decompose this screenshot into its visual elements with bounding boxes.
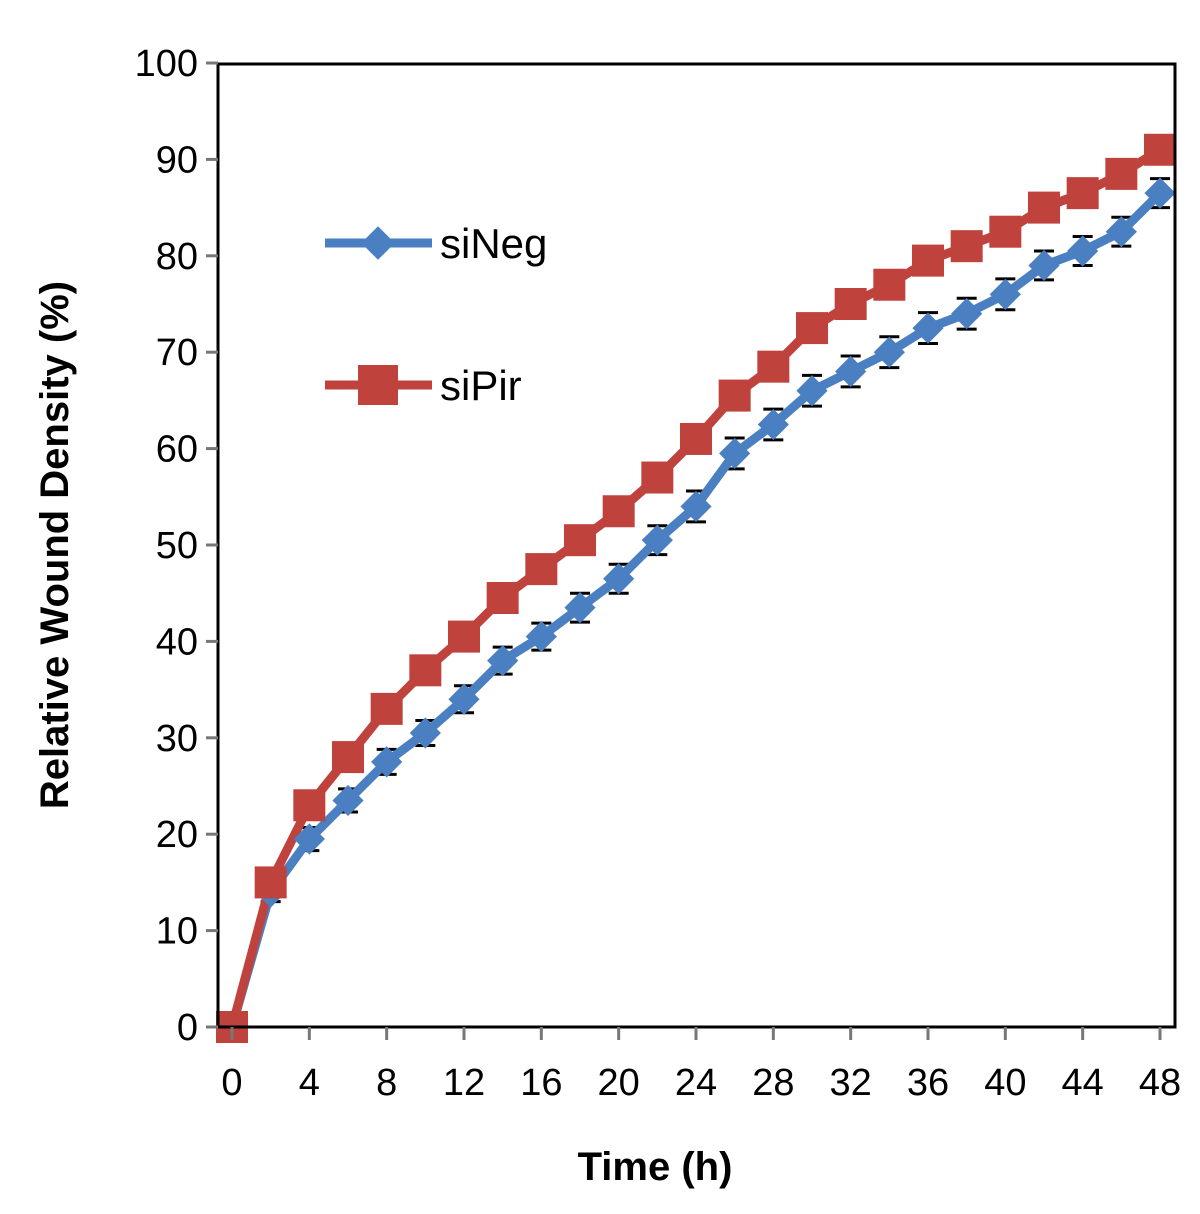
- data-point-siNeg: [873, 336, 905, 368]
- data-point-siPir: [757, 350, 790, 383]
- y-tick-label: 0: [177, 1007, 198, 1049]
- x-axis-label: Time (h): [578, 1145, 733, 1189]
- data-point-siPir: [950, 230, 983, 263]
- x-tick-label: 32: [830, 1062, 872, 1104]
- data-point-siPir: [293, 789, 326, 822]
- y-tick-label: 30: [156, 718, 198, 760]
- data-point-siPir: [525, 553, 558, 586]
- y-axis-label: Relative Wound Density (%): [33, 281, 77, 809]
- x-tick-label: 48: [1139, 1062, 1181, 1104]
- legend-label: siPir: [440, 362, 522, 409]
- data-point-siNeg: [448, 683, 480, 715]
- x-tick-label: 8: [376, 1062, 397, 1104]
- y-tick-label: 60: [156, 429, 198, 471]
- data-point-siNeg: [525, 620, 557, 653]
- x-tick-label: 0: [221, 1062, 242, 1104]
- data-point-siPir: [332, 741, 364, 774]
- x-tick-label: 28: [752, 1062, 794, 1104]
- y-tick-label: 10: [156, 911, 198, 953]
- data-point-siNeg: [409, 717, 441, 749]
- x-tick-label: 4: [299, 1062, 320, 1104]
- x-tick-label: 16: [520, 1062, 562, 1104]
- data-point-siPir: [602, 495, 635, 528]
- x-tick-label: 44: [1062, 1062, 1104, 1104]
- y-tick-label: 20: [156, 814, 198, 856]
- data-point-siNeg: [1105, 216, 1137, 248]
- data-point-siNeg: [835, 355, 867, 388]
- data-point-siPir: [1066, 177, 1099, 210]
- data-point-siPir: [1028, 191, 1060, 224]
- data-point-siPir: [1105, 157, 1138, 190]
- legend: siNeg siPir: [325, 220, 547, 409]
- y-tick-label: 100: [135, 43, 198, 85]
- x-tick-label: 12: [443, 1062, 485, 1104]
- legend-marker-siNeg: [361, 226, 395, 260]
- y-tick-label: 80: [156, 236, 198, 278]
- data-point-siPir: [912, 244, 944, 277]
- data-point-siNeg: [293, 823, 325, 855]
- x-tick-label: 36: [907, 1062, 949, 1104]
- data-point-siNeg: [1144, 177, 1176, 209]
- y-tick-label: 70: [156, 332, 198, 374]
- y-tick-label: 50: [156, 525, 198, 567]
- data-point-siNeg: [719, 437, 751, 470]
- data-point-siNeg: [371, 746, 403, 778]
- data-point-siNeg: [796, 375, 828, 407]
- legend-marker-siPir: [358, 365, 398, 405]
- data-point-siNeg: [487, 645, 519, 677]
- data-point-siNeg: [951, 298, 983, 330]
- data-point-siPir: [448, 620, 480, 653]
- data-point-siPir: [796, 312, 828, 345]
- data-point-siNeg: [989, 278, 1021, 310]
- x-tick-label: 20: [598, 1062, 640, 1104]
- data-point-siPir: [254, 866, 287, 899]
- data-point-siPir: [680, 422, 712, 455]
- x-tick-label: 24: [675, 1062, 717, 1104]
- data-point-siNeg: [603, 563, 635, 595]
- data-point-siPir: [834, 288, 867, 320]
- data-point-siNeg: [332, 784, 364, 817]
- data-point-siPir: [486, 582, 519, 615]
- data-point-siPir: [718, 379, 751, 412]
- y-tick-label: 40: [156, 621, 198, 663]
- data-point-siPir: [370, 692, 403, 725]
- data-point-siPir: [409, 654, 442, 687]
- data-point-siPir: [989, 215, 1022, 248]
- data-point-siPir: [1144, 133, 1176, 166]
- data-point-siNeg: [680, 490, 712, 523]
- series-line-siNeg: [227, 189, 1164, 1029]
- data-point-siNeg: [757, 408, 789, 441]
- data-point-siNeg: [912, 312, 944, 344]
- data-point-siNeg: [1028, 249, 1060, 282]
- data-point-siPir: [873, 268, 906, 301]
- data-point-siPir: [641, 461, 674, 494]
- data-point-siNeg: [564, 592, 596, 624]
- x-tick-label: 40: [984, 1062, 1026, 1104]
- data-point-siPir: [564, 524, 596, 557]
- legend-label: siNeg: [440, 220, 547, 267]
- data-point-siNeg: [641, 524, 673, 556]
- data-point-siNeg: [1067, 235, 1099, 267]
- y-tick-label: 90: [156, 139, 198, 181]
